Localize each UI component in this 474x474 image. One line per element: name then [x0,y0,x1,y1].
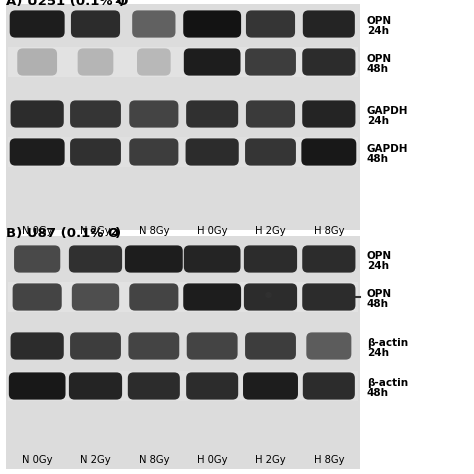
Text: OPN: OPN [367,54,392,64]
Bar [6,236,360,469]
FancyBboxPatch shape [302,100,356,128]
Text: GAPDH: GAPDH [367,106,409,116]
Text: 48h: 48h [367,388,389,398]
Text: OPN: OPN [367,251,392,261]
FancyBboxPatch shape [245,48,296,75]
FancyBboxPatch shape [70,138,121,165]
FancyBboxPatch shape [184,48,240,75]
Text: H 8Gy: H 8Gy [314,455,344,465]
Text: H 2Gy: H 2Gy [255,226,286,236]
Text: H 2Gy: H 2Gy [255,455,286,465]
Bar [8,331,358,361]
FancyBboxPatch shape [303,373,355,400]
FancyBboxPatch shape [303,10,355,37]
FancyBboxPatch shape [72,283,119,310]
FancyBboxPatch shape [244,283,297,310]
FancyBboxPatch shape [246,10,295,37]
Bar [6,4,360,230]
Text: OPN: OPN [367,16,392,26]
FancyBboxPatch shape [125,246,183,273]
FancyBboxPatch shape [14,246,60,273]
FancyBboxPatch shape [183,10,241,37]
FancyBboxPatch shape [13,283,62,310]
Text: N 0Gy: N 0Gy [22,455,53,465]
Text: 48h: 48h [367,154,389,164]
FancyBboxPatch shape [69,246,122,273]
Bar [8,9,358,39]
FancyBboxPatch shape [9,138,64,165]
Text: ): ) [119,0,125,8]
FancyBboxPatch shape [129,100,178,128]
Text: H 0Gy: H 0Gy [197,455,228,465]
FancyBboxPatch shape [246,100,295,128]
FancyBboxPatch shape [306,332,351,360]
FancyBboxPatch shape [186,373,238,400]
Text: 24h: 24h [367,26,389,36]
FancyBboxPatch shape [302,48,356,75]
FancyBboxPatch shape [9,10,64,37]
FancyBboxPatch shape [301,138,356,165]
Text: N 0Gy: N 0Gy [22,226,53,236]
Bar [8,47,358,77]
FancyBboxPatch shape [186,100,238,128]
Text: 2: 2 [110,228,116,237]
Text: H 8Gy: H 8Gy [314,226,344,236]
FancyBboxPatch shape [302,246,356,273]
FancyBboxPatch shape [184,246,240,273]
FancyBboxPatch shape [69,373,122,400]
Text: N 2Gy: N 2Gy [80,455,111,465]
FancyBboxPatch shape [78,48,113,75]
Text: N 8Gy: N 8Gy [138,455,169,465]
Text: 48h: 48h [367,64,389,74]
FancyBboxPatch shape [245,138,296,165]
Text: ): ) [115,227,121,240]
FancyBboxPatch shape [132,10,175,37]
FancyBboxPatch shape [10,100,64,128]
FancyBboxPatch shape [185,138,239,165]
Bar [8,137,358,167]
FancyBboxPatch shape [128,373,180,400]
Bar [8,99,358,129]
FancyBboxPatch shape [243,373,298,400]
Text: A) U251 (0.1% O: A) U251 (0.1% O [6,0,128,8]
FancyBboxPatch shape [183,283,241,310]
FancyBboxPatch shape [71,10,120,37]
Bar [8,244,358,274]
Bar [8,282,358,312]
Text: 24h: 24h [367,261,389,271]
FancyBboxPatch shape [187,332,237,360]
Text: β-actin: β-actin [367,338,408,348]
FancyBboxPatch shape [302,283,356,310]
FancyBboxPatch shape [245,332,296,360]
Text: 24h: 24h [367,348,389,358]
FancyBboxPatch shape [137,48,171,75]
Circle shape [266,292,271,298]
FancyBboxPatch shape [128,332,179,360]
FancyBboxPatch shape [129,138,178,165]
FancyBboxPatch shape [17,48,57,75]
FancyBboxPatch shape [129,283,178,310]
FancyBboxPatch shape [9,373,65,400]
Text: N 8Gy: N 8Gy [138,226,169,236]
FancyBboxPatch shape [244,246,297,273]
Text: B) U87 (0.1% O: B) U87 (0.1% O [6,227,119,240]
Bar [8,371,358,401]
Text: 48h: 48h [367,299,389,309]
FancyBboxPatch shape [70,332,121,360]
FancyBboxPatch shape [70,100,121,128]
Text: 24h: 24h [367,116,389,126]
Text: β-actin: β-actin [367,378,408,388]
Text: H 0Gy: H 0Gy [197,226,228,236]
Text: OPN: OPN [367,289,392,299]
Text: GAPDH: GAPDH [367,144,409,154]
Text: N 2Gy: N 2Gy [80,226,111,236]
Text: 2: 2 [114,0,120,5]
FancyBboxPatch shape [10,332,64,360]
